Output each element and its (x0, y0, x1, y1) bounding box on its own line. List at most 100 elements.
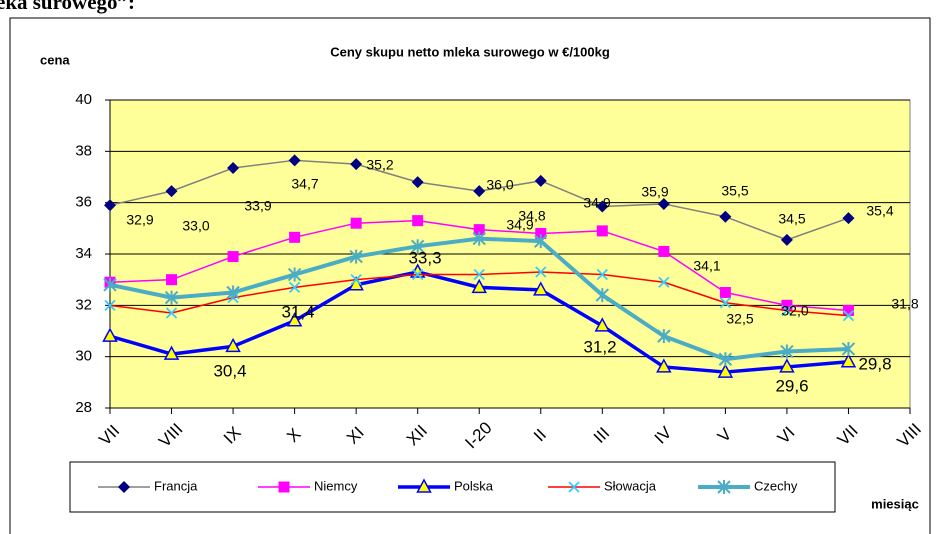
marker (288, 281, 301, 294)
legend-label: Polska (454, 478, 494, 493)
marker (595, 288, 610, 303)
y-tick-label: 34 (75, 245, 92, 262)
marker (534, 174, 547, 187)
marker (104, 299, 116, 311)
marker (596, 225, 608, 237)
chart-title: Ceny skupu netto mleka surowego w €/100k… (330, 44, 610, 59)
y-tick-label: 40 (75, 91, 92, 108)
marker (534, 234, 548, 249)
marker (842, 212, 855, 225)
marker (165, 185, 178, 198)
marker (411, 176, 424, 189)
marker (841, 341, 856, 356)
marker (286, 312, 303, 327)
marker (658, 276, 670, 288)
marker (780, 233, 793, 246)
legend-label: Francja (154, 478, 198, 493)
marker (473, 224, 485, 236)
annotation: 34,5 (778, 211, 805, 227)
x-axis-label: miesiąc (871, 496, 919, 511)
annotation: 30,4 (213, 361, 246, 380)
marker (350, 217, 362, 229)
marker (657, 197, 670, 210)
annotation: 34,1 (693, 258, 720, 274)
marker (535, 227, 547, 239)
marker (656, 358, 672, 373)
annotation: 33,0 (182, 218, 209, 234)
marker (350, 274, 362, 286)
annotation: 29,6 (775, 376, 808, 395)
annotation: 31,2 (583, 337, 616, 356)
annotation: 35,2 (366, 157, 393, 173)
marker (840, 353, 857, 368)
annotation: 36,0 (486, 177, 513, 193)
annotation: 33,9 (244, 198, 271, 214)
marker (289, 231, 301, 243)
marker (535, 266, 547, 278)
marker (349, 249, 363, 264)
marker (350, 158, 363, 171)
marker (410, 239, 425, 254)
marker (103, 277, 117, 292)
marker (118, 481, 130, 493)
legend-label: Czechy (754, 478, 798, 493)
marker (533, 281, 549, 296)
marker (287, 267, 302, 282)
y-tick-label: 28 (75, 399, 92, 416)
annotation: 31,8 (891, 296, 918, 312)
y-axis-label: cena (40, 52, 70, 67)
marker (657, 329, 671, 344)
legend-label: Słowacja (604, 478, 657, 493)
marker (596, 268, 608, 281)
marker (104, 199, 116, 212)
marker (227, 251, 239, 263)
marker (719, 287, 731, 298)
marker (594, 317, 611, 332)
annotation: 32,5 (726, 311, 753, 327)
annotation: 34,8 (518, 208, 545, 224)
marker (472, 231, 486, 246)
marker (780, 344, 794, 359)
annotation: 34,9 (583, 195, 610, 211)
marker (596, 200, 609, 213)
marker (416, 478, 432, 493)
marker (717, 363, 734, 378)
y-tick-label: 32 (75, 296, 92, 313)
marker (163, 345, 180, 360)
marker (227, 162, 240, 175)
marker (842, 309, 855, 322)
marker (781, 299, 793, 311)
annotation: 34,7 (291, 176, 318, 192)
marker (102, 327, 118, 342)
annotation: 35,9 (641, 184, 668, 200)
y-tick-label: 30 (75, 348, 92, 365)
marker (719, 297, 732, 309)
marker (568, 481, 580, 493)
marker (842, 304, 854, 316)
marker (471, 278, 487, 294)
annotation: 32,9 (126, 212, 153, 228)
annotation: 29,8 (858, 354, 891, 373)
annotation: 35,5 (721, 183, 748, 199)
marker (412, 268, 424, 281)
y-tick-label: 36 (75, 194, 92, 211)
marker (473, 185, 486, 198)
y-tick-label: 38 (75, 142, 92, 159)
page-heading: eka surowego”: (0, 0, 135, 14)
marker (225, 337, 241, 353)
marker (781, 304, 793, 317)
marker (278, 481, 290, 493)
marker (719, 210, 732, 223)
annotation: 32,0 (781, 303, 808, 319)
annotation: 34,9 (506, 217, 533, 233)
marker (288, 154, 301, 167)
annotation: 31,4 (281, 302, 314, 321)
marker (658, 245, 670, 257)
annotation: 35,4 (866, 203, 893, 219)
marker (165, 307, 178, 319)
annotation: 33,3 (408, 248, 441, 267)
marker (718, 352, 733, 367)
marker (473, 268, 485, 281)
